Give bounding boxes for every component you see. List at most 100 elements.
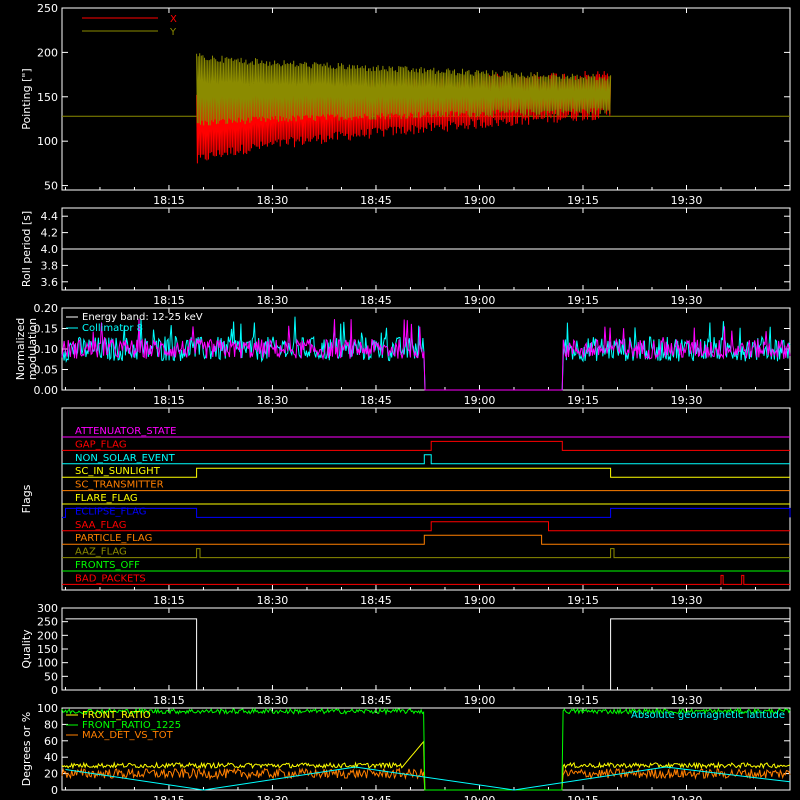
modulation-y-label: modulation [26, 318, 39, 380]
pointing-x-tick-label: 19:00 [464, 194, 496, 207]
flag-line [62, 467, 790, 478]
modulation-x-tick-label: 18:30 [257, 394, 289, 407]
modulation-y-tick-label: 0.00 [34, 384, 59, 397]
pointing-y-tick-label: 150 [37, 91, 58, 104]
modulation-legend-label: Energy band: 12-25 keV [82, 312, 203, 323]
degrees-series-front_ratio_1225 [61, 706, 791, 791]
flag-label: FLARE_FLAG [75, 493, 138, 504]
degrees-series-front_ratio [61, 740, 791, 791]
pointing-y-tick-label: 200 [37, 46, 58, 59]
modulation-y-tick-label: 0.15 [34, 323, 59, 336]
roll_period-x-tick-label: 19:30 [671, 294, 703, 307]
pointing-y-label: Pointing ["] [20, 68, 33, 129]
roll_period-y-tick-label: 4.0 [41, 243, 59, 256]
pointing-y-tick-label: 100 [37, 135, 58, 148]
flag-label: SAA_FLAG [75, 520, 126, 531]
flag-line [62, 440, 790, 451]
quality-y-tick-label: 200 [37, 629, 58, 642]
degrees-x-tick-label: 18:45 [360, 794, 392, 800]
roll_period-y-tick-label: 3.8 [41, 259, 59, 272]
pointing-y-tick-label: 50 [44, 180, 58, 193]
flags-y-label: Flags [20, 484, 33, 513]
modulation-legend-label: Collimator 8 [82, 323, 143, 334]
flag-label: ECLIPSE_FLAG [75, 506, 146, 517]
modulation-series-magenta [61, 319, 791, 391]
modulation-y-tick-label: 0.20 [34, 302, 59, 315]
degrees-x-tick-label: 18:15 [153, 794, 185, 800]
quality-x-tick-label: 18:15 [153, 694, 185, 707]
quality-y-tick-label: 0 [51, 684, 58, 697]
flags-x-tick-label: 19:00 [464, 594, 496, 607]
quality-x-tick-label: 19:15 [567, 694, 599, 707]
degrees-series-latitude [65, 766, 791, 791]
pointing-frame [61, 7, 791, 191]
roll_period-x-tick-label: 18:15 [153, 294, 185, 307]
degrees-y-tick-label: 100 [37, 702, 58, 715]
roll_period-x-tick-label: 18:30 [257, 294, 289, 307]
pointing-series-y [196, 53, 612, 126]
quality-y-tick-label: 50 [44, 670, 58, 683]
degrees-legend-label: MAX_DET_VS_TOT [82, 730, 174, 741]
degrees-x-tick-label: 19:15 [567, 794, 599, 800]
modulation-x-tick-label: 19:30 [671, 394, 703, 407]
roll_period-x-tick-label: 19:00 [464, 294, 496, 307]
degrees-x-tick-label: 18:30 [257, 794, 289, 800]
flags-x-tick-label: 19:15 [567, 594, 599, 607]
flag-label: NON_SOLAR_EVENT [75, 453, 176, 464]
flag-line [62, 454, 790, 465]
pointing-y-tick-label: 250 [37, 2, 58, 15]
quality-x-tick-label: 18:30 [257, 694, 289, 707]
flag-line [62, 521, 790, 532]
roll_period-y-tick-label: 3.6 [41, 276, 59, 289]
degrees-y-tick-label: 0 [51, 784, 58, 797]
modulation-x-tick-label: 18:15 [153, 394, 185, 407]
pointing-legend-label: Y [169, 27, 177, 38]
roll_period-y-label: Roll period [s] [20, 211, 33, 287]
quality-x-tick-label: 19:00 [464, 694, 496, 707]
flag-label: AAZ_FLAG [75, 547, 127, 558]
flags-x-tick-label: 18:15 [153, 594, 185, 607]
quality-y-label: Quality [20, 629, 33, 669]
flag-label: GAP_FLAG [75, 439, 127, 450]
quality-y-tick-label: 150 [37, 643, 58, 656]
quality-x-tick-label: 19:30 [671, 694, 703, 707]
flags-x-tick-label: 18:45 [360, 594, 392, 607]
roll_period-x-tick-label: 19:15 [567, 294, 599, 307]
pointing-x-tick-label: 18:30 [257, 194, 289, 207]
quality-y-tick-label: 300 [37, 602, 58, 615]
flags-frame [61, 407, 791, 591]
flag-label: SC_IN_SUNLIGHT [75, 466, 161, 477]
flags-x-tick-label: 19:30 [671, 594, 703, 607]
flag-label: FRONTS_OFF [75, 560, 140, 571]
quality-y-tick-label: 250 [37, 616, 58, 629]
roll_period-x-tick-label: 18:45 [360, 294, 392, 307]
degrees-legend-label: FRONT_RATIO [82, 710, 151, 721]
quality-x-tick-label: 18:45 [360, 694, 392, 707]
pointing-x-tick-label: 19:15 [567, 194, 599, 207]
flag-label: ATTENUATOR_STATE [75, 426, 176, 437]
pointing-legend-label: X [170, 14, 177, 25]
degrees-series-max_det_vs_tot [61, 767, 791, 791]
quality-frame [61, 607, 791, 691]
quality-y-tick-label: 100 [37, 657, 58, 670]
pointing-x-tick-label: 19:30 [671, 194, 703, 207]
pointing-x-tick-label: 18:15 [153, 194, 185, 207]
degrees-y-tick-label: 40 [44, 751, 58, 764]
degrees-y-tick-label: 60 [44, 735, 58, 748]
roll_period-y-tick-label: 4.2 [41, 227, 59, 240]
flag-line [62, 574, 790, 585]
modulation-y-tick-label: 0.10 [34, 343, 59, 356]
roll_period-y-tick-label: 4.4 [41, 210, 59, 223]
flag-line [62, 534, 790, 545]
degrees-legend-label: FRONT_RATIO_1225 [82, 720, 181, 731]
quality-line [65, 618, 790, 691]
modulation-x-tick-label: 18:45 [360, 394, 392, 407]
modulation-x-tick-label: 19:15 [567, 394, 599, 407]
flag-label: BAD_PACKETS [75, 573, 146, 584]
modulation-x-tick-label: 19:00 [464, 394, 496, 407]
degrees-y-tick-label: 20 [44, 768, 58, 781]
flag-label: SC_TRANSMITTER [75, 480, 164, 491]
flag-label: PARTICLE_FLAG [75, 533, 152, 544]
degrees-annotation: Absolute geomagnetic latitude [631, 710, 785, 721]
